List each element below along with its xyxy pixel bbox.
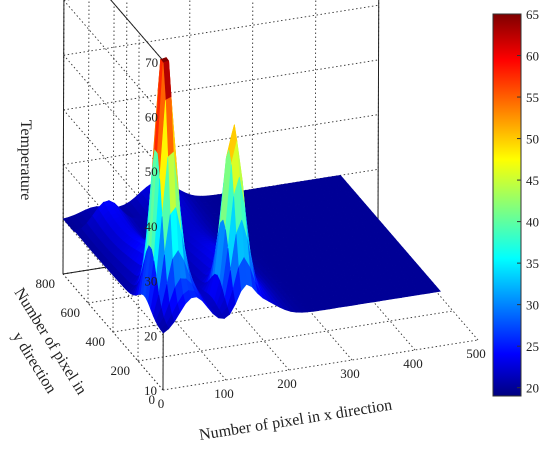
colorbar-tick-label: 35	[526, 256, 539, 271]
box-edge	[110, 0, 165, 63]
box-edge	[62, 0, 65, 275]
colorbar-tick-label: 50	[526, 132, 539, 147]
grid-line-x	[188, 0, 191, 255]
z-tick-label: 30	[144, 274, 157, 289]
colorbar-gradient	[492, 13, 522, 397]
colorbar-tick-label: 60	[526, 49, 539, 64]
grid-line-x	[251, 0, 254, 245]
x-tick-label: 500	[466, 346, 486, 361]
grid-line-y	[162, 339, 479, 391]
colorbar-tick-label: 65	[526, 7, 539, 22]
box-edge	[377, 0, 380, 225]
grid-line-x	[314, 0, 317, 235]
grid-line-y	[87, 252, 404, 304]
grid-line-x	[125, 0, 128, 265]
z-tick-label: 50	[145, 164, 158, 179]
colorbar-tick-label: 20	[526, 381, 539, 396]
z-tick-label: 10	[144, 383, 157, 398]
surface-patch	[160, 323, 170, 334]
grid-line-z	[63, 54, 165, 172]
grid-line-y	[87, 0, 90, 304]
x-tick-label: 300	[340, 366, 360, 381]
z-axis-title: Temperature	[17, 120, 34, 201]
grid-line-x	[125, 263, 227, 381]
colorbar-tick-label: 45	[526, 173, 539, 188]
x-tick-label: 100	[214, 386, 234, 401]
colorbar-tick-label: 30	[526, 298, 539, 313]
y-tick-label: 800	[36, 276, 56, 291]
grid-line-z	[63, 0, 165, 117]
grid-line-z	[62, 219, 164, 336]
axes: 10 20 30 40 50 60 70 0 100 200 300 400 500 0 200 400 600…	[36, 55, 486, 411]
grid-line-z	[63, 114, 379, 166]
y-tick-label: 600	[61, 305, 81, 320]
colorbar: 20 25 30 35 40 45 50 55 60 65	[492, 7, 539, 397]
grid-line-z	[63, 4, 379, 56]
grid-line-y	[137, 310, 454, 362]
x-tick-label: 400	[403, 356, 423, 371]
surface-plot	[62, 56, 441, 334]
colorbar-tick-label: 40	[526, 215, 539, 230]
x-axis-title: Number of pixel in x direction	[198, 397, 393, 444]
grid-line-z	[63, 59, 379, 111]
y-tick-label: 400	[86, 334, 106, 349]
grid-line-y	[112, 3, 115, 333]
y-tick-label: 200	[111, 363, 131, 378]
y-tick-label: 0	[149, 392, 156, 407]
z-tick-label: 40	[145, 219, 158, 234]
z-tick-label: 60	[145, 110, 158, 125]
x-tick-label: 200	[277, 376, 297, 391]
grid-line-x	[188, 253, 290, 371]
colorbar-tick-label: 55	[526, 90, 539, 105]
z-tick-label: 70	[145, 55, 158, 70]
colorbar-tick-label: 25	[526, 339, 539, 354]
z-tick-label: 20	[144, 328, 157, 343]
x-tick-label: 0	[158, 396, 165, 411]
